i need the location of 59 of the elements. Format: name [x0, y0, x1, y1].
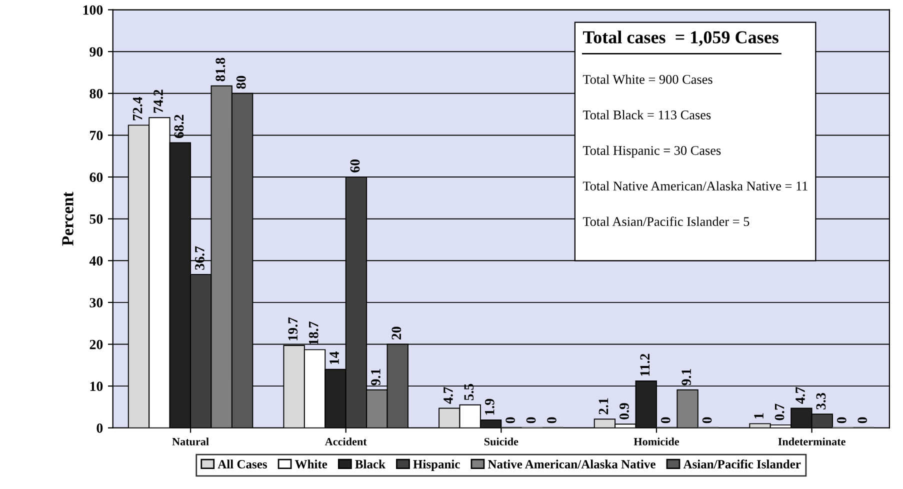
- data-label: 72.4: [132, 96, 142, 120]
- annotation: Total Hispanic = 30 Cases: [582, 146, 721, 158]
- data-label: 0: [506, 417, 515, 424]
- x-tick-label: Suicide: [484, 438, 518, 446]
- legend-label: Asian/Pacific Islander: [683, 460, 801, 468]
- data-label: 1.9: [484, 398, 494, 415]
- y-tick-label: 10: [90, 382, 103, 392]
- data-label: 0: [547, 417, 556, 424]
- data-label: 36.7: [195, 246, 204, 270]
- y-tick-label: 60: [90, 172, 103, 182]
- y-tick-label: 50: [90, 214, 103, 224]
- legend-label: Black: [355, 460, 386, 468]
- x-tick-label: Natural: [172, 438, 209, 446]
- y-tick-label: 80: [90, 88, 103, 98]
- data-label: 0: [526, 417, 536, 424]
- y-tick-label: 100: [83, 5, 103, 15]
- data-label: 14: [330, 352, 339, 364]
- y-axis-title: Percent: [62, 192, 74, 246]
- data-label: 11.2: [640, 354, 650, 376]
- y-tick-label: 70: [90, 130, 103, 140]
- data-label: 0: [660, 417, 670, 424]
- x-tick-label: Homicide: [634, 438, 680, 446]
- data-label: 9.1: [682, 369, 692, 386]
- data-label: 0: [702, 417, 712, 424]
- data-label: 5.5: [464, 384, 474, 400]
- legend-label: White: [294, 460, 328, 469]
- y-tick-label: 90: [90, 47, 103, 57]
- data-label: 0.9: [620, 403, 629, 420]
- annotation: Total White = 900 Cases: [582, 74, 712, 84]
- data-label: 19.7: [288, 317, 298, 340]
- data-label: 4.7: [444, 387, 453, 404]
- data-label: 3.3: [816, 393, 826, 410]
- legend-label: Hispanic: [413, 460, 460, 471]
- data-label: 20: [392, 326, 402, 340]
- y-tick-label: 30: [90, 298, 103, 308]
- annotation: Total Black = 113 Cases: [582, 110, 711, 120]
- y-tick-label: 40: [89, 256, 103, 266]
- legend-label: All Cases: [218, 460, 267, 468]
- annotation: Total cases = 1,059 Cases: [582, 30, 778, 46]
- data-label: 0: [836, 417, 846, 424]
- data-label: 2.1: [598, 398, 608, 414]
- y-tick-label: 20: [90, 340, 103, 350]
- data-label: 9.1: [371, 369, 380, 386]
- data-label: 18.7: [308, 322, 318, 344]
- y-tick-label: 0: [96, 423, 103, 433]
- legend-label: Native American/Alaska Native: [488, 460, 656, 468]
- data-label: 60: [350, 159, 360, 172]
- annotation: Total Native American/Alaska Native = 11: [582, 181, 808, 190]
- data-label: 81.8: [216, 58, 226, 82]
- data-label: 0: [858, 417, 868, 424]
- data-label: 0.7: [774, 404, 784, 420]
- annotation: Total Asian/Pacific Islander = 5: [582, 216, 750, 226]
- data-label: 4.7: [796, 387, 805, 404]
- data-label: 74.2: [154, 90, 164, 113]
- data-label: 68.2: [174, 114, 184, 138]
- x-tick-label: Indeterminate: [778, 438, 846, 446]
- data-label: 80: [236, 76, 246, 89]
- x-tick-label: Accident: [324, 438, 367, 446]
- data-label: 1: [754, 413, 764, 418]
